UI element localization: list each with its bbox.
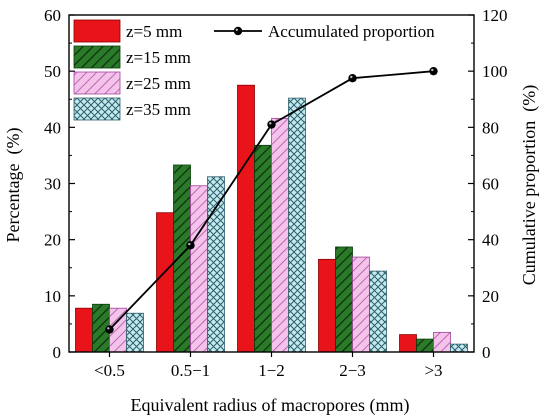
bar-1-3 [237,84,255,353]
bar-3-5 [433,331,451,353]
legend: z=5 mm z=15 mm z=25 mm z=35 mm Accumulated p… [73,19,435,121]
legend-label: z=15 mm [126,48,191,67]
point-highlight [269,122,272,125]
accumulated-point-2 [186,241,195,250]
bar-4-1 [126,312,144,353]
bar-2-3 [254,144,272,353]
y2-tick-label: 0 [482,343,491,362]
legend-line-marker-highlight [235,28,238,31]
legend-label: z=35 mm [126,100,191,119]
bar-3-3 [271,117,289,353]
y2-tick-label: 60 [482,175,499,194]
y-tick-label: 60 [44,6,61,25]
bar-4-2 [207,176,225,353]
x-tick-label: >3 [424,361,442,380]
legend-swatch [73,19,121,43]
accumulated-line-group [105,66,438,334]
point-marker [267,120,276,129]
bar-4-5 [450,343,468,353]
legend-item-line: Accumulated proportion [214,22,435,41]
legend-line-label: Accumulated proportion [268,22,435,41]
bar-2-2 [173,164,191,353]
legend-swatch [73,71,121,95]
accumulated-point-3 [267,120,276,129]
axes-group: 0 10 20 30 40 50 60 0 20 40 60 80 100 120 <0.5 0.5−1 1−2… [44,6,508,380]
y-tick-label: 20 [44,231,61,250]
y-tick-label: 30 [44,175,61,194]
x-tick-label: 2−3 [339,361,366,380]
bar-1-4 [318,258,336,353]
bar-3-4 [352,256,370,353]
x-axis-label: Equivalent radius of macropores (mm) [131,395,410,416]
bar-1-2 [156,212,174,353]
point-highlight [188,242,191,246]
x-tick-label: 1−2 [258,361,285,380]
y-axis-label: Percentage (%) [3,128,24,243]
legend-item-4: z=35 mm [73,97,191,121]
y2-axis-label: Cumulative proportion (%) [519,85,540,285]
accumulated-point-4 [348,73,357,83]
legend-item-2: z=15 mm [73,45,191,69]
y2-tick-label: 120 [482,6,508,25]
point-marker [348,73,357,83]
legend-label: z=5 mm [126,22,182,41]
point-highlight [350,75,353,79]
y-tick-label: 40 [44,118,61,137]
y2-tick-label: 20 [482,287,499,306]
bar-1-1 [75,307,93,353]
point-highlight [107,327,110,330]
legend-line-marker [233,26,243,36]
bar-3-2 [190,185,208,353]
legend-label: z=25 mm [126,74,191,93]
accumulated-point-5 [429,66,438,76]
point-highlight [431,68,434,72]
bar-1-5 [399,334,417,353]
legend-swatch [73,45,121,69]
y-tick-label: 50 [44,62,61,81]
legend-swatch [73,97,121,121]
accumulated-point-1 [105,325,114,334]
x-tick-label: 0.5−1 [171,361,210,380]
y2-tick-label: 40 [482,231,499,250]
bar-4-3 [288,97,306,353]
bar-2-4 [335,246,353,353]
x-tick-label: <0.5 [94,361,125,380]
point-marker [186,241,195,250]
point-marker [105,325,114,334]
point-marker [429,66,438,76]
bar-2-5 [416,338,434,353]
legend-item-1: z=5 mm [73,19,182,43]
legend-item-3: z=25 mm [73,71,191,95]
y-tick-label: 10 [44,287,61,306]
bar-4-4 [369,270,387,353]
y-tick-label: 0 [53,343,62,362]
y2-tick-label: 80 [482,118,499,137]
y2-tick-label: 100 [482,62,508,81]
